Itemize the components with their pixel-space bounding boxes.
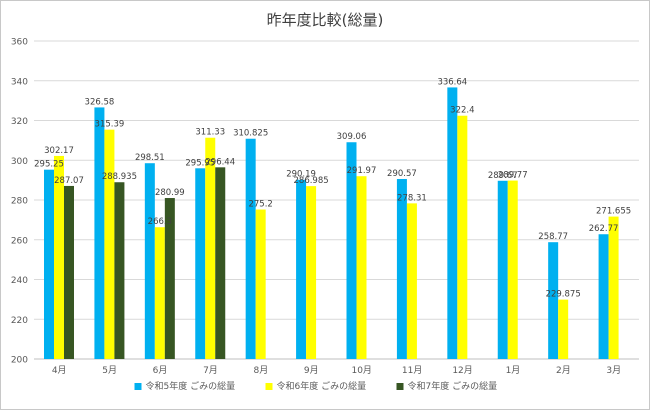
data-label: 311.33 — [195, 128, 225, 138]
x-tick-label: 5月 — [102, 365, 117, 376]
y-tick-label: 340 — [11, 77, 28, 87]
data-label: 262.77 — [589, 224, 619, 234]
bar — [598, 234, 609, 359]
bar — [44, 169, 54, 359]
data-label: 322.4 — [450, 106, 474, 116]
data-label: 291.97 — [347, 166, 377, 176]
bar — [54, 155, 64, 359]
y-tick-label: 260 — [11, 236, 28, 246]
bar — [104, 129, 115, 359]
x-tick-label: 3月 — [606, 365, 621, 376]
data-label: 336.64 — [437, 77, 467, 87]
data-label: 289.77 — [498, 171, 528, 181]
bar — [114, 182, 125, 359]
x-tick-label: 12月 — [452, 365, 472, 376]
data-label: 275.2 — [248, 200, 272, 210]
data-label: 310.825 — [233, 129, 268, 139]
bar — [255, 209, 266, 359]
data-label: 280.99 — [155, 188, 185, 198]
bar — [164, 198, 175, 359]
data-label: 296.44 — [205, 157, 235, 167]
y-tick-label: 300 — [11, 157, 28, 167]
data-label: 287.07 — [54, 176, 84, 186]
bar — [507, 180, 518, 359]
bar — [558, 299, 569, 359]
x-axis: 4月 5月 6月 7月 8月 9月 10月 11月 12月 1月 2月 3月 — [52, 365, 621, 376]
bar — [296, 179, 307, 359]
bar — [215, 167, 226, 359]
data-label: 286.985 — [294, 176, 329, 186]
x-tick-label: 11月 — [402, 365, 422, 376]
bar — [306, 186, 317, 359]
data-label: 266.3 — [148, 217, 172, 227]
x-tick-label: 2月 — [556, 365, 571, 376]
data-label: 315.39 — [95, 120, 125, 130]
bar — [548, 242, 559, 359]
legend-swatch — [396, 383, 404, 390]
data-label: 288.935 — [102, 172, 137, 182]
bar — [205, 137, 216, 359]
y-tick-label: 360 — [11, 38, 28, 48]
bar — [64, 185, 74, 359]
data-label: 258.77 — [538, 232, 568, 242]
data-label: 290.57 — [387, 169, 417, 179]
data-label: 229.875 — [546, 290, 581, 300]
data-label: 295.95 — [185, 158, 215, 168]
legend: 令和5年度 ごみの総量 令和6年度 ごみの総量 令和7年度 ごみの総量 — [134, 380, 498, 392]
chart-title: 昨年度比較(総量) — [267, 11, 384, 29]
x-tick-label: 6月 — [153, 365, 168, 376]
legend-entry: 令和5年度 ごみの総量 — [146, 380, 236, 392]
bar — [497, 180, 508, 359]
data-label: 302.17 — [44, 146, 74, 156]
legend-swatch — [265, 383, 273, 390]
y-tick-label: 240 — [11, 276, 28, 286]
bar — [457, 115, 468, 359]
bar — [245, 138, 256, 359]
x-tick-label: 4月 — [52, 365, 67, 376]
data-label: 298.51 — [135, 153, 165, 163]
data-label: 271.655 — [596, 207, 631, 217]
bar — [406, 203, 417, 359]
bar — [346, 142, 357, 359]
legend-entry: 令和6年度 ごみの総量 — [277, 380, 367, 392]
data-label: 278.31 — [397, 193, 427, 203]
x-tick-label: 7月 — [203, 365, 218, 376]
bar — [94, 107, 105, 360]
y-tick-label: 320 — [11, 117, 28, 127]
bar — [195, 168, 206, 359]
x-tick-label: 9月 — [304, 365, 319, 376]
x-tick-label: 10月 — [351, 365, 371, 376]
bar — [608, 216, 619, 359]
data-label: 326.58 — [85, 97, 115, 107]
x-tick-label: 8月 — [254, 365, 269, 376]
y-tick-label: 200 — [11, 356, 28, 366]
y-tick-label: 220 — [11, 316, 28, 326]
data-label: 309.06 — [337, 132, 367, 142]
bar — [144, 163, 155, 359]
bar — [396, 178, 407, 359]
bar — [447, 87, 458, 359]
bar — [356, 176, 367, 359]
data-labels: 295.25 302.17 287.07 326.58 315.39 288.935 298… — [34, 77, 631, 299]
legend-entry: 令和7年度 ごみの総量 — [408, 380, 498, 392]
bar — [154, 227, 165, 359]
gridlines — [34, 40, 639, 360]
y-axis: 200 220 240 260 280 300 320 340 360 — [11, 38, 28, 366]
bars — [44, 87, 619, 360]
data-label: 290.19 — [286, 170, 316, 180]
data-label: 289.67 — [488, 171, 518, 181]
x-tick-label: 1月 — [506, 365, 521, 376]
legend-swatch — [134, 383, 142, 390]
data-label: 295.25 — [34, 160, 64, 170]
y-tick-label: 280 — [11, 197, 28, 207]
